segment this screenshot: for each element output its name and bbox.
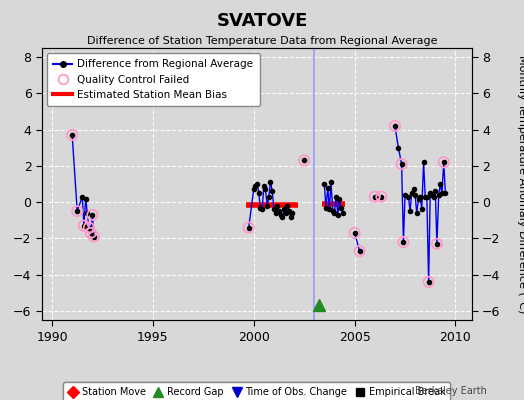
Point xyxy=(300,157,308,164)
Legend: Station Move, Record Gap, Time of Obs. Change, Empirical Break: Station Move, Record Gap, Time of Obs. C… xyxy=(63,382,450,400)
Point xyxy=(90,233,98,240)
Point xyxy=(80,222,88,229)
Point xyxy=(433,241,441,247)
Point xyxy=(397,161,406,167)
Point xyxy=(370,194,379,200)
Point xyxy=(245,224,253,231)
Point xyxy=(73,208,81,214)
Point xyxy=(440,159,448,166)
Point xyxy=(88,212,96,218)
Point xyxy=(399,239,408,245)
Text: Difference of Station Temperature Data from Regional Average: Difference of Station Temperature Data f… xyxy=(87,36,437,46)
Point xyxy=(351,230,359,236)
Point xyxy=(86,230,95,236)
Point xyxy=(68,132,77,138)
Point xyxy=(377,194,386,200)
Y-axis label: Monthly Temperature Anomaly Difference (°C): Monthly Temperature Anomaly Difference (… xyxy=(517,55,524,313)
Text: Berkeley Earth: Berkeley Earth xyxy=(416,386,487,396)
Point xyxy=(355,248,364,254)
Point xyxy=(424,279,433,285)
Point xyxy=(391,123,399,129)
Text: SVATOVE: SVATOVE xyxy=(216,12,308,30)
Point xyxy=(85,224,93,231)
